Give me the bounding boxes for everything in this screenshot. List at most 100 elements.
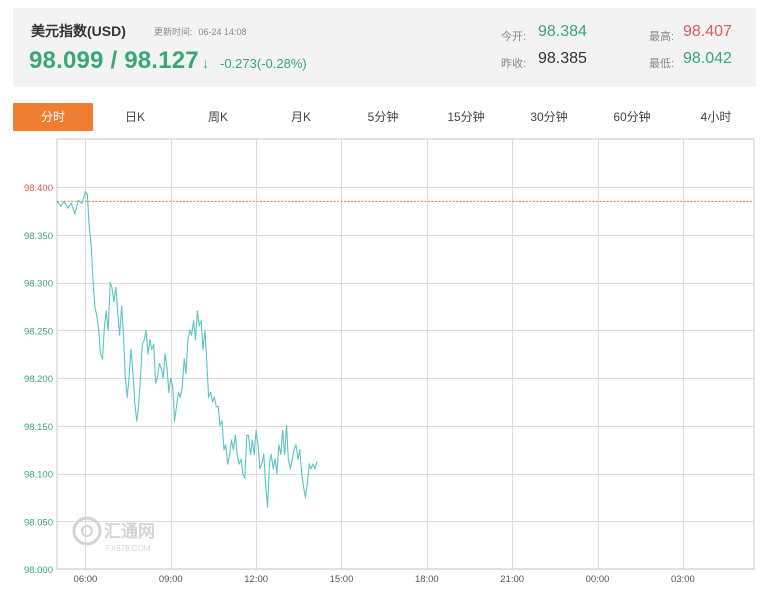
prev-close-value: 98.385 (538, 50, 587, 67)
price-point (126, 396, 128, 398)
x-tick-label: 09:00 (159, 574, 183, 585)
tab-60min[interactable]: 60分钟 (613, 110, 651, 124)
price-point (229, 453, 231, 455)
watermark-logo-inner-icon (81, 525, 93, 537)
price-point (264, 482, 267, 484)
x-axis-labels: 06:00 09:00 12:00 15:00 18:00 21:00 00:00 03:00 (74, 574, 695, 585)
price-point (86, 194, 88, 196)
price-point (217, 406, 219, 408)
price-point (90, 243, 92, 245)
price-point (74, 213, 76, 215)
price-change: -0.273(-0.28%) (220, 56, 307, 71)
price-point (223, 449, 225, 451)
price-point (215, 406, 217, 408)
price-point (70, 202, 72, 204)
tab-15min[interactable]: 15分钟 (447, 110, 485, 124)
price-point (94, 305, 96, 307)
price-point (134, 401, 136, 403)
price-point (282, 429, 284, 432)
price-point (160, 367, 162, 370)
tab-weekly-k[interactable]: 周K (207, 110, 228, 124)
price-point (312, 463, 314, 465)
price-point (268, 463, 271, 465)
update-time-value: 06-24 14:08 (198, 27, 247, 37)
price-point (234, 434, 236, 436)
price-point (240, 458, 242, 460)
watermark-brand: 汇通网 (104, 522, 155, 542)
tab-30min[interactable]: 30分钟 (530, 110, 568, 124)
plot-border (56, 138, 755, 570)
y-tick-label: 98.050 (24, 517, 53, 528)
tab-4hour[interactable]: 4小时 (700, 110, 732, 124)
open-label: 今开: (501, 31, 527, 43)
price-point (117, 310, 119, 312)
open-value: 98.384 (538, 23, 587, 40)
price-point (259, 468, 261, 470)
watermark: 汇通网 FX678.COM (72, 516, 155, 553)
price-point (276, 472, 278, 475)
price-point (295, 444, 297, 446)
y-tick-label: 98.350 (24, 231, 53, 242)
price-point (88, 224, 90, 226)
price-point (301, 472, 303, 475)
price-point (274, 458, 276, 460)
price-point (308, 463, 310, 465)
tab-intraday[interactable]: 分时 (13, 103, 93, 131)
prev-close-label: 昨收: (501, 58, 527, 70)
tab-5min[interactable]: 5分钟 (367, 110, 399, 124)
price-point (151, 348, 153, 350)
instrument-title: 美元指数(USD) (31, 23, 126, 39)
x-tick-label: 15:00 (330, 574, 354, 585)
price-point (193, 320, 195, 322)
price-point (238, 463, 240, 465)
price-point (198, 324, 200, 327)
price-point (143, 339, 145, 341)
price-point (67, 207, 69, 209)
price-point (261, 463, 263, 465)
price-point (191, 334, 193, 336)
watermark-domain: FX678.COM (106, 544, 151, 553)
price-point (113, 301, 115, 303)
update-time-label: 更新时间: (154, 27, 193, 37)
price-point (92, 281, 94, 284)
price-point (115, 286, 117, 288)
price-point (99, 353, 102, 355)
price-point (255, 429, 257, 432)
price-point (247, 434, 250, 436)
price-point (149, 339, 151, 341)
price-point (130, 348, 132, 350)
price-point (63, 200, 65, 202)
price-point (244, 477, 246, 479)
high-label: 最高: (649, 31, 675, 43)
y-tick-label: 98.150 (24, 422, 53, 433)
price-point (293, 449, 295, 451)
price-point (227, 463, 229, 465)
update-time: 更新时间: 06-24 14:08 (154, 25, 253, 38)
price-point (200, 320, 202, 322)
price-point (314, 468, 316, 470)
price-point (310, 468, 312, 470)
price-point (299, 449, 301, 451)
price-point (158, 363, 160, 365)
price-point (103, 324, 106, 327)
x-tick-label: 12:00 (244, 574, 268, 585)
y-tick-label: 98.250 (24, 326, 53, 337)
price-point (266, 506, 269, 508)
price-point (213, 396, 215, 398)
price-point (284, 453, 286, 455)
price-point (147, 353, 149, 355)
price-point (166, 367, 168, 370)
price-point (303, 487, 305, 489)
y-tick-label: 98.100 (24, 470, 53, 481)
tab-daily-k[interactable]: 日K (124, 110, 145, 124)
price-point (194, 339, 197, 341)
price-point (107, 329, 109, 331)
price-point (121, 305, 123, 307)
bid-ask-price: 98.099 / 98.127 (29, 47, 199, 74)
price-point (204, 329, 206, 331)
price-point (185, 372, 187, 374)
tab-monthly-k[interactable]: 月K (290, 110, 311, 124)
quote-header: 美元指数(USD) 更新时间: 06-24 14:08 98.099 / 98.1… (13, 8, 756, 87)
price-point (202, 348, 204, 350)
